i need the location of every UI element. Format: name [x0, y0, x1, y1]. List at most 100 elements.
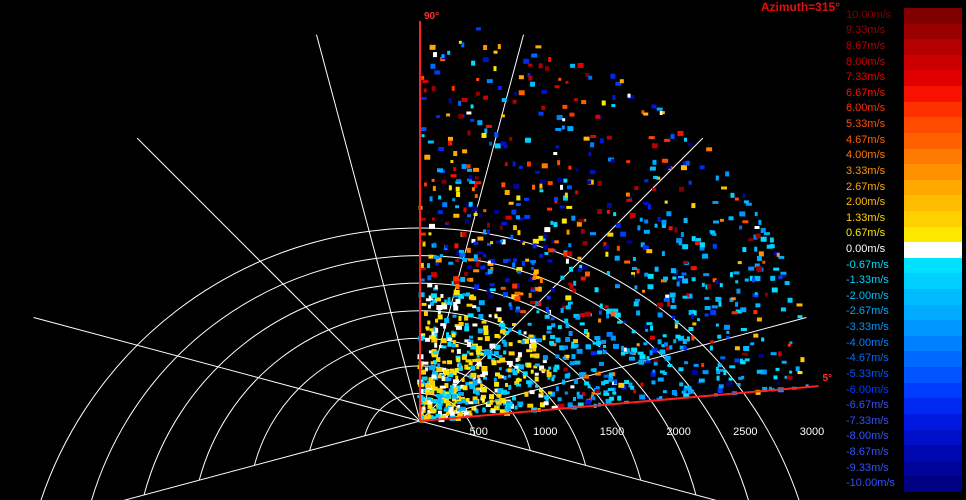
velocity-cell [583, 136, 590, 141]
velocity-cell [565, 305, 571, 310]
velocity-cell [606, 209, 610, 214]
velocity-cell [551, 377, 555, 382]
velocity-cell [577, 394, 584, 399]
velocity-cell [462, 258, 468, 263]
velocity-cell [488, 294, 494, 299]
legend-label: -2.00m/s [846, 289, 889, 302]
velocity-cell [755, 303, 761, 308]
velocity-cell [677, 130, 684, 136]
velocity-cell [651, 104, 657, 109]
velocity-cell [473, 182, 477, 188]
velocity-cell [428, 390, 434, 394]
velocity-cell [702, 370, 709, 375]
velocity-cell [481, 132, 487, 138]
velocity-cell [568, 330, 573, 336]
velocity-cell [604, 245, 610, 250]
velocity-cell [477, 328, 483, 334]
velocity-cell [555, 354, 560, 359]
velocity-cell [455, 325, 462, 330]
velocity-cell [485, 272, 491, 276]
legend-swatch [904, 429, 962, 446]
velocity-cell [532, 184, 536, 190]
velocity-cell [610, 335, 616, 341]
velocity-cell [507, 258, 511, 262]
velocity-cell [431, 390, 435, 395]
velocity-cell [584, 381, 590, 386]
velocity-cell [670, 304, 677, 309]
velocity-cell [753, 333, 759, 338]
velocity-cell [447, 341, 452, 347]
velocity-cell [499, 409, 506, 415]
velocity-cell [484, 128, 488, 134]
velocity-cell [726, 335, 730, 339]
velocity-cell [430, 293, 437, 299]
velocity-cell [618, 382, 625, 388]
velocity-cell [435, 318, 439, 323]
velocity-cell [431, 217, 435, 221]
velocity-cell [579, 322, 585, 326]
velocity-cell [421, 302, 427, 306]
velocity-cell [422, 406, 426, 410]
velocity-cell [515, 306, 520, 310]
velocity-cell [755, 276, 761, 282]
velocity-cell [636, 310, 641, 316]
velocity-cell [539, 253, 544, 258]
velocity-cell [717, 388, 723, 394]
velocity-cell [473, 399, 479, 404]
velocity-cell [570, 63, 576, 68]
velocity-cell [444, 391, 450, 396]
velocity-cell [475, 409, 479, 414]
velocity-cell [441, 375, 445, 381]
velocity-cell [514, 291, 521, 295]
velocity-cell [588, 152, 592, 157]
velocity-cell [693, 363, 699, 367]
velocity-cell [718, 301, 722, 307]
velocity-cell [740, 307, 747, 313]
velocity-cell [681, 272, 687, 276]
velocity-cell [640, 382, 644, 387]
velocity-cell [731, 311, 738, 315]
velocity-cell [741, 375, 745, 379]
velocity-cell [686, 293, 693, 299]
velocity-cell [472, 305, 477, 309]
velocity-cell [634, 298, 640, 302]
velocity-cell [483, 330, 489, 336]
velocity-cell [601, 381, 606, 386]
velocity-cell [582, 241, 588, 246]
velocity-cell [741, 352, 748, 356]
velocity-cell [789, 341, 793, 345]
legend-swatch [904, 476, 962, 493]
legend-label: 0.67m/s [846, 227, 886, 240]
velocity-cell [599, 303, 603, 309]
velocity-cell [543, 401, 549, 406]
velocity-cell [805, 384, 809, 388]
velocity-cell [587, 384, 591, 389]
velocity-cell [574, 360, 581, 365]
velocity-cell [452, 294, 459, 298]
velocity-cell [500, 389, 507, 395]
velocity-cell [427, 304, 431, 309]
velocity-cell [555, 145, 560, 149]
velocity-cell [631, 330, 636, 334]
velocity-cell [575, 190, 579, 195]
velocity-cell [691, 236, 696, 242]
velocity-cell [475, 390, 480, 396]
velocity-cell [480, 387, 487, 393]
velocity-cell [662, 334, 667, 338]
velocity-cell [420, 278, 425, 282]
velocity-cell [549, 391, 555, 397]
velocity-cell [569, 112, 575, 117]
velocity-cell [453, 305, 459, 311]
velocity-cell [557, 160, 561, 166]
velocity-cell [427, 320, 431, 325]
velocity-cell [776, 252, 780, 257]
velocity-cell [494, 210, 500, 215]
velocity-cell [691, 389, 695, 394]
velocity-cell [561, 218, 567, 224]
velocity-cell [591, 391, 598, 395]
velocity-cell [445, 335, 451, 340]
velocity-cell [664, 138, 671, 142]
velocity-cell [458, 113, 464, 119]
velocity-cell [609, 396, 615, 401]
velocity-cell [448, 140, 453, 146]
